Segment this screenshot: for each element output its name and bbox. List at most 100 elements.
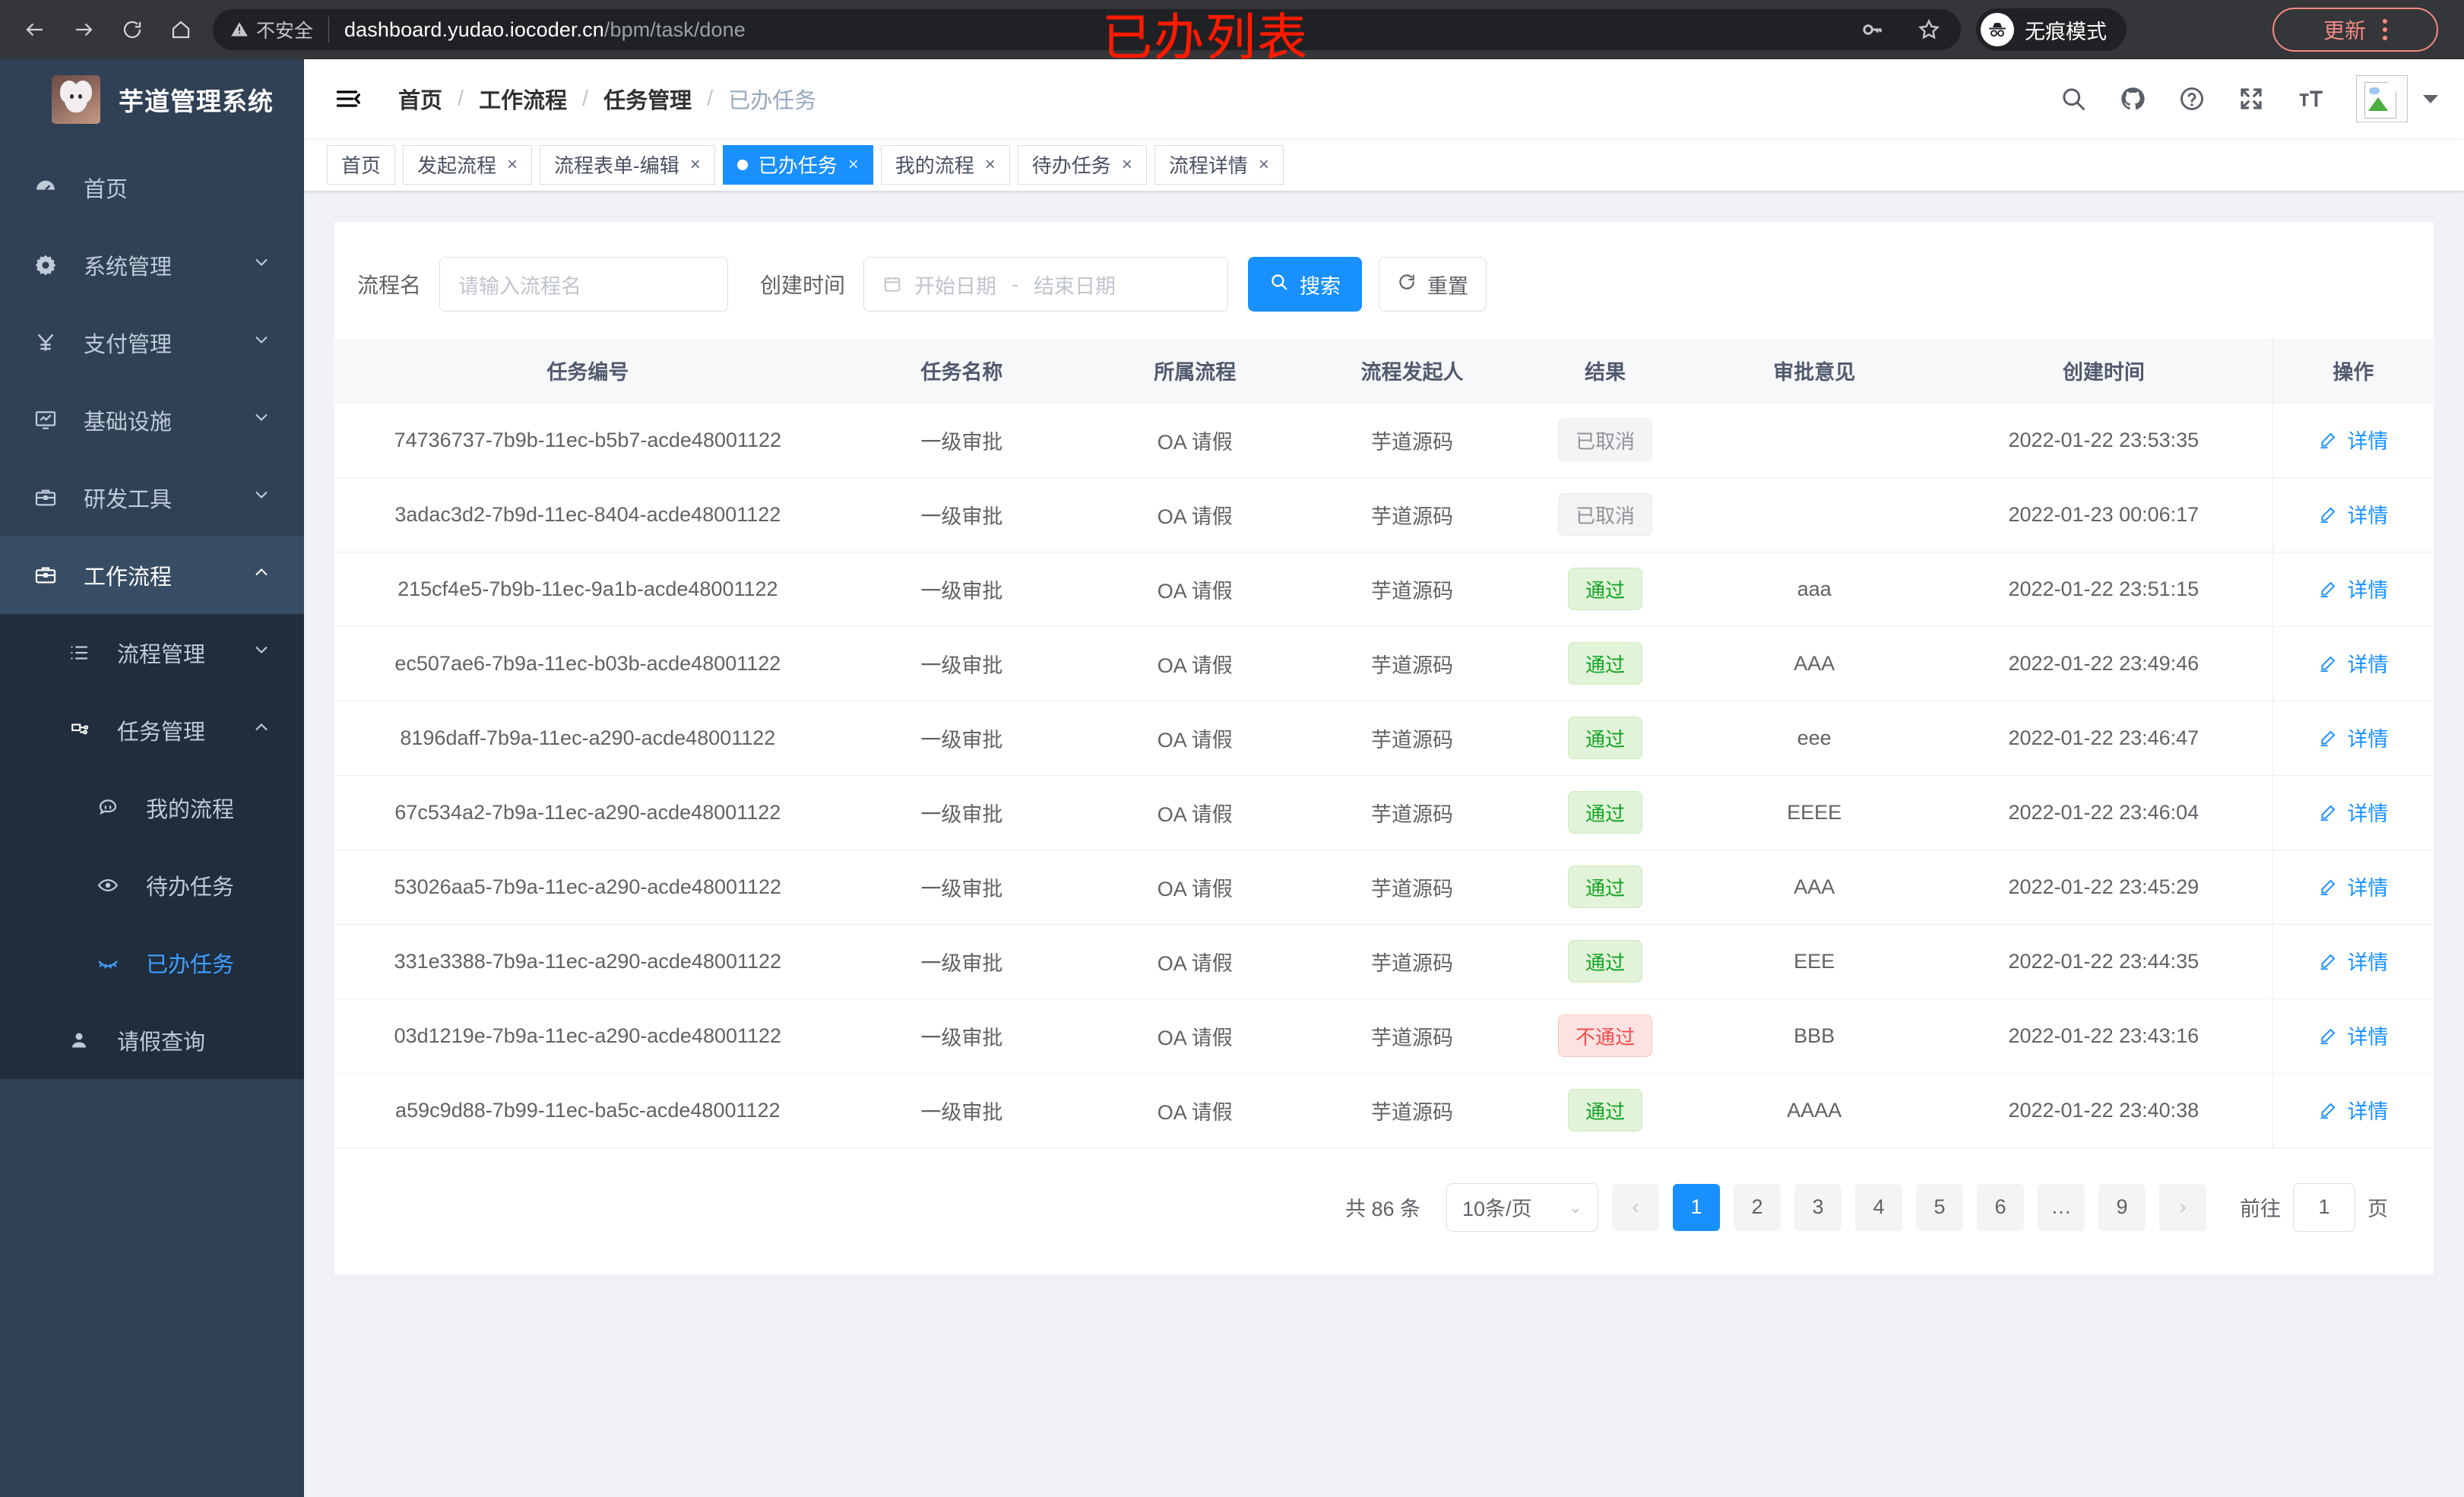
sidebar-item-done-task[interactable]: 已办任务 <box>0 924 304 1002</box>
pagination-page-3[interactable]: 3 <box>1794 1183 1842 1231</box>
tab-process-detail[interactable]: 流程详情 × <box>1154 144 1284 185</box>
reset-button[interactable]: 重置 <box>1379 257 1487 312</box>
table-row[interactable]: ec507ae6-7b9a-11ec-b03b-acde48001122 一级审批… <box>334 626 2434 701</box>
github-icon[interactable] <box>2119 85 2146 112</box>
avatar-box[interactable] <box>2356 75 2438 122</box>
help-icon[interactable] <box>2178 85 2206 112</box>
detail-button[interactable]: 详情 <box>2318 648 2388 678</box>
sidebar-item-home[interactable]: 首页 <box>0 149 304 226</box>
incognito-indicator[interactable]: 无痕模式 <box>1976 8 2127 51</box>
close-icon[interactable]: × <box>1121 153 1132 175</box>
jumper-input[interactable]: 1 <box>2293 1182 2355 1232</box>
fullscreen-icon[interactable] <box>2238 85 2265 112</box>
table-row[interactable]: 331e3388-7b9a-11ec-a290-acde48001122 一级审批… <box>334 924 2434 999</box>
detail-button[interactable]: 详情 <box>2318 797 2388 827</box>
sidebar-item-my-process[interactable]: 我的流程 <box>0 769 304 847</box>
table-row[interactable]: 53026aa5-7b9a-11ec-a290-acde48001122 一级审批… <box>334 850 2434 925</box>
font-size-icon[interactable] <box>2297 85 2324 112</box>
close-icon[interactable]: × <box>689 153 701 175</box>
cell-result: 通过 <box>1516 552 1694 627</box>
tab-label: 流程详情 <box>1168 154 1248 177</box>
pagination-page-9[interactable]: 9 <box>2098 1183 2146 1231</box>
pagination-jumper: 前往 1 页 <box>2240 1182 2388 1232</box>
tab-start-process[interactable]: 发起流程 × <box>403 144 533 185</box>
home-button[interactable] <box>160 8 202 51</box>
table-row[interactable]: 8196daff-7b9a-11ec-a290-acde48001122 一级审批… <box>334 701 2434 776</box>
close-icon[interactable]: × <box>507 153 518 175</box>
breadcrumb-item-workflow[interactable]: 工作流程 <box>479 89 568 113</box>
cell-create-time: 2022-01-22 23:46:47 <box>1934 701 2273 776</box>
cell-opinion: aaa <box>1693 552 1935 627</box>
forward-button[interactable] <box>62 8 105 51</box>
pagination-page-4[interactable]: 4 <box>1855 1183 1902 1231</box>
sidebar-item-workflow[interactable]: 工作流程 <box>0 536 304 614</box>
detail-button[interactable]: 详情 <box>2318 499 2388 529</box>
tab-process-form-edit[interactable]: 流程表单-编辑 × <box>540 144 715 185</box>
detail-button[interactable]: 详情 <box>2318 946 2388 976</box>
breadcrumb-item-home[interactable]: 首页 <box>398 89 443 113</box>
cell-starter: 芋道源码 <box>1307 1073 1517 1148</box>
search-icon[interactable] <box>2060 85 2087 112</box>
close-icon[interactable]: × <box>984 153 996 175</box>
detail-button[interactable]: 详情 <box>2318 872 2388 901</box>
sidebar-item-system[interactable]: 系统管理 <box>0 226 304 304</box>
sidebar-item-process-manage[interactable]: 流程管理 <box>0 614 304 692</box>
key-icon[interactable] <box>1861 18 1883 41</box>
tab-my-process[interactable]: 我的流程 × <box>880 144 1010 185</box>
detail-button[interactable]: 详情 <box>2318 1095 2388 1125</box>
status-badge: 通过 <box>1567 568 1642 610</box>
bookmark-star-icon[interactable] <box>1917 17 1941 42</box>
pagination-page-2[interactable]: 2 <box>1734 1183 1781 1231</box>
brand-header[interactable]: 芋道管理系统 <box>0 59 304 140</box>
table-row[interactable]: 3adac3d2-7b9d-11ec-8404-acde48001122 一级审批… <box>334 477 2434 552</box>
pagination-page-1[interactable]: 1 <box>1673 1183 1720 1231</box>
pagination-next-button[interactable]: › <box>2159 1183 2206 1231</box>
chevron-down-icon <box>251 484 272 511</box>
sidebar-item-dev-tools[interactable]: 研发工具 <box>0 459 304 536</box>
app-root: 芋道管理系统 首页 系统管理 <box>0 59 2464 1497</box>
close-icon[interactable]: × <box>847 153 859 175</box>
pagination-page-5[interactable]: 5 <box>1916 1183 1963 1231</box>
sidebar-item-todo-task[interactable]: 待办任务 <box>0 847 304 924</box>
back-button[interactable] <box>14 8 56 51</box>
search-button[interactable]: 搜索 <box>1248 257 1363 312</box>
breadcrumb-item-task-manage[interactable]: 任务管理 <box>603 89 692 113</box>
sidebar-item-leave-query[interactable]: 请假查询 <box>0 1002 304 1079</box>
detail-button[interactable]: 详情 <box>2318 574 2388 603</box>
detail-button[interactable]: 详情 <box>2318 425 2388 454</box>
cell-task-id: 74736737-7b9b-11ec-b5b7-acde48001122 <box>334 403 841 478</box>
close-icon[interactable]: × <box>1258 153 1269 175</box>
table-row[interactable]: 03d1219e-7b9a-11ec-a290-acde48001122 一级审批… <box>334 999 2434 1074</box>
sidebar-item-label: 待办任务 <box>146 875 235 900</box>
column-header-opinion: 审批意见 <box>1693 339 1935 404</box>
sidebar-item-payment[interactable]: 支付管理 <box>0 304 304 381</box>
chrome-menu-icon[interactable] <box>2383 19 2387 40</box>
pagination-prev-button[interactable]: ‹ <box>1612 1183 1659 1231</box>
table-row[interactable]: 215cf4e5-7b9b-11ec-9a1b-acde48001122 一级审批… <box>334 552 2434 627</box>
sidebar-item-infrastructure[interactable]: 基础设施 <box>0 381 304 459</box>
table-row[interactable]: 74736737-7b9b-11ec-b5b7-acde48001122 一级审批… <box>334 403 2434 478</box>
pagination-page-6[interactable]: 6 <box>1977 1183 2024 1231</box>
cell-opinion: AAA <box>1693 626 1935 701</box>
sidebar-toggle-icon[interactable] <box>334 85 362 112</box>
sidebar-item-task-manage[interactable]: 任务管理 <box>0 692 304 769</box>
cell-task-name: 一级审批 <box>841 552 1083 627</box>
create-time-range-input[interactable]: 开始日期 - 结束日期 <box>863 257 1229 312</box>
table-row[interactable]: a59c9d88-7b99-11ec-ba5c-acde48001122 一级审批… <box>334 1073 2434 1148</box>
tab-home[interactable]: 首页 <box>327 144 396 185</box>
detail-button[interactable]: 详情 <box>2318 1021 2388 1050</box>
tab-label: 已办任务 <box>758 154 838 177</box>
address-bar[interactable]: 不安全 dashboard.yudao.iocoder.cn/bpm/task/… <box>213 9 1961 50</box>
chevron-down-icon[interactable] <box>2423 94 2438 103</box>
process-name-input[interactable]: 请输入流程名 <box>439 257 729 312</box>
tab-done-task[interactable]: 已办任务 × <box>722 144 873 185</box>
page-size-select[interactable]: 10条/页 ⌄ <box>1446 1182 1598 1232</box>
reload-button[interactable] <box>111 8 154 51</box>
insecure-badge[interactable]: 不安全 <box>230 16 313 43</box>
detail-button[interactable]: 详情 <box>2318 723 2388 752</box>
tab-todo-task[interactable]: 待办任务 × <box>1017 144 1147 185</box>
pagination-ellipsis[interactable]: … <box>2038 1183 2085 1231</box>
update-button[interactable]: 更新 <box>2272 8 2438 52</box>
table-row[interactable]: 67c534a2-7b9a-11ec-a290-acde48001122 一级审批… <box>334 775 2434 850</box>
cell-create-time: 2022-01-22 23:44:35 <box>1934 924 2273 999</box>
